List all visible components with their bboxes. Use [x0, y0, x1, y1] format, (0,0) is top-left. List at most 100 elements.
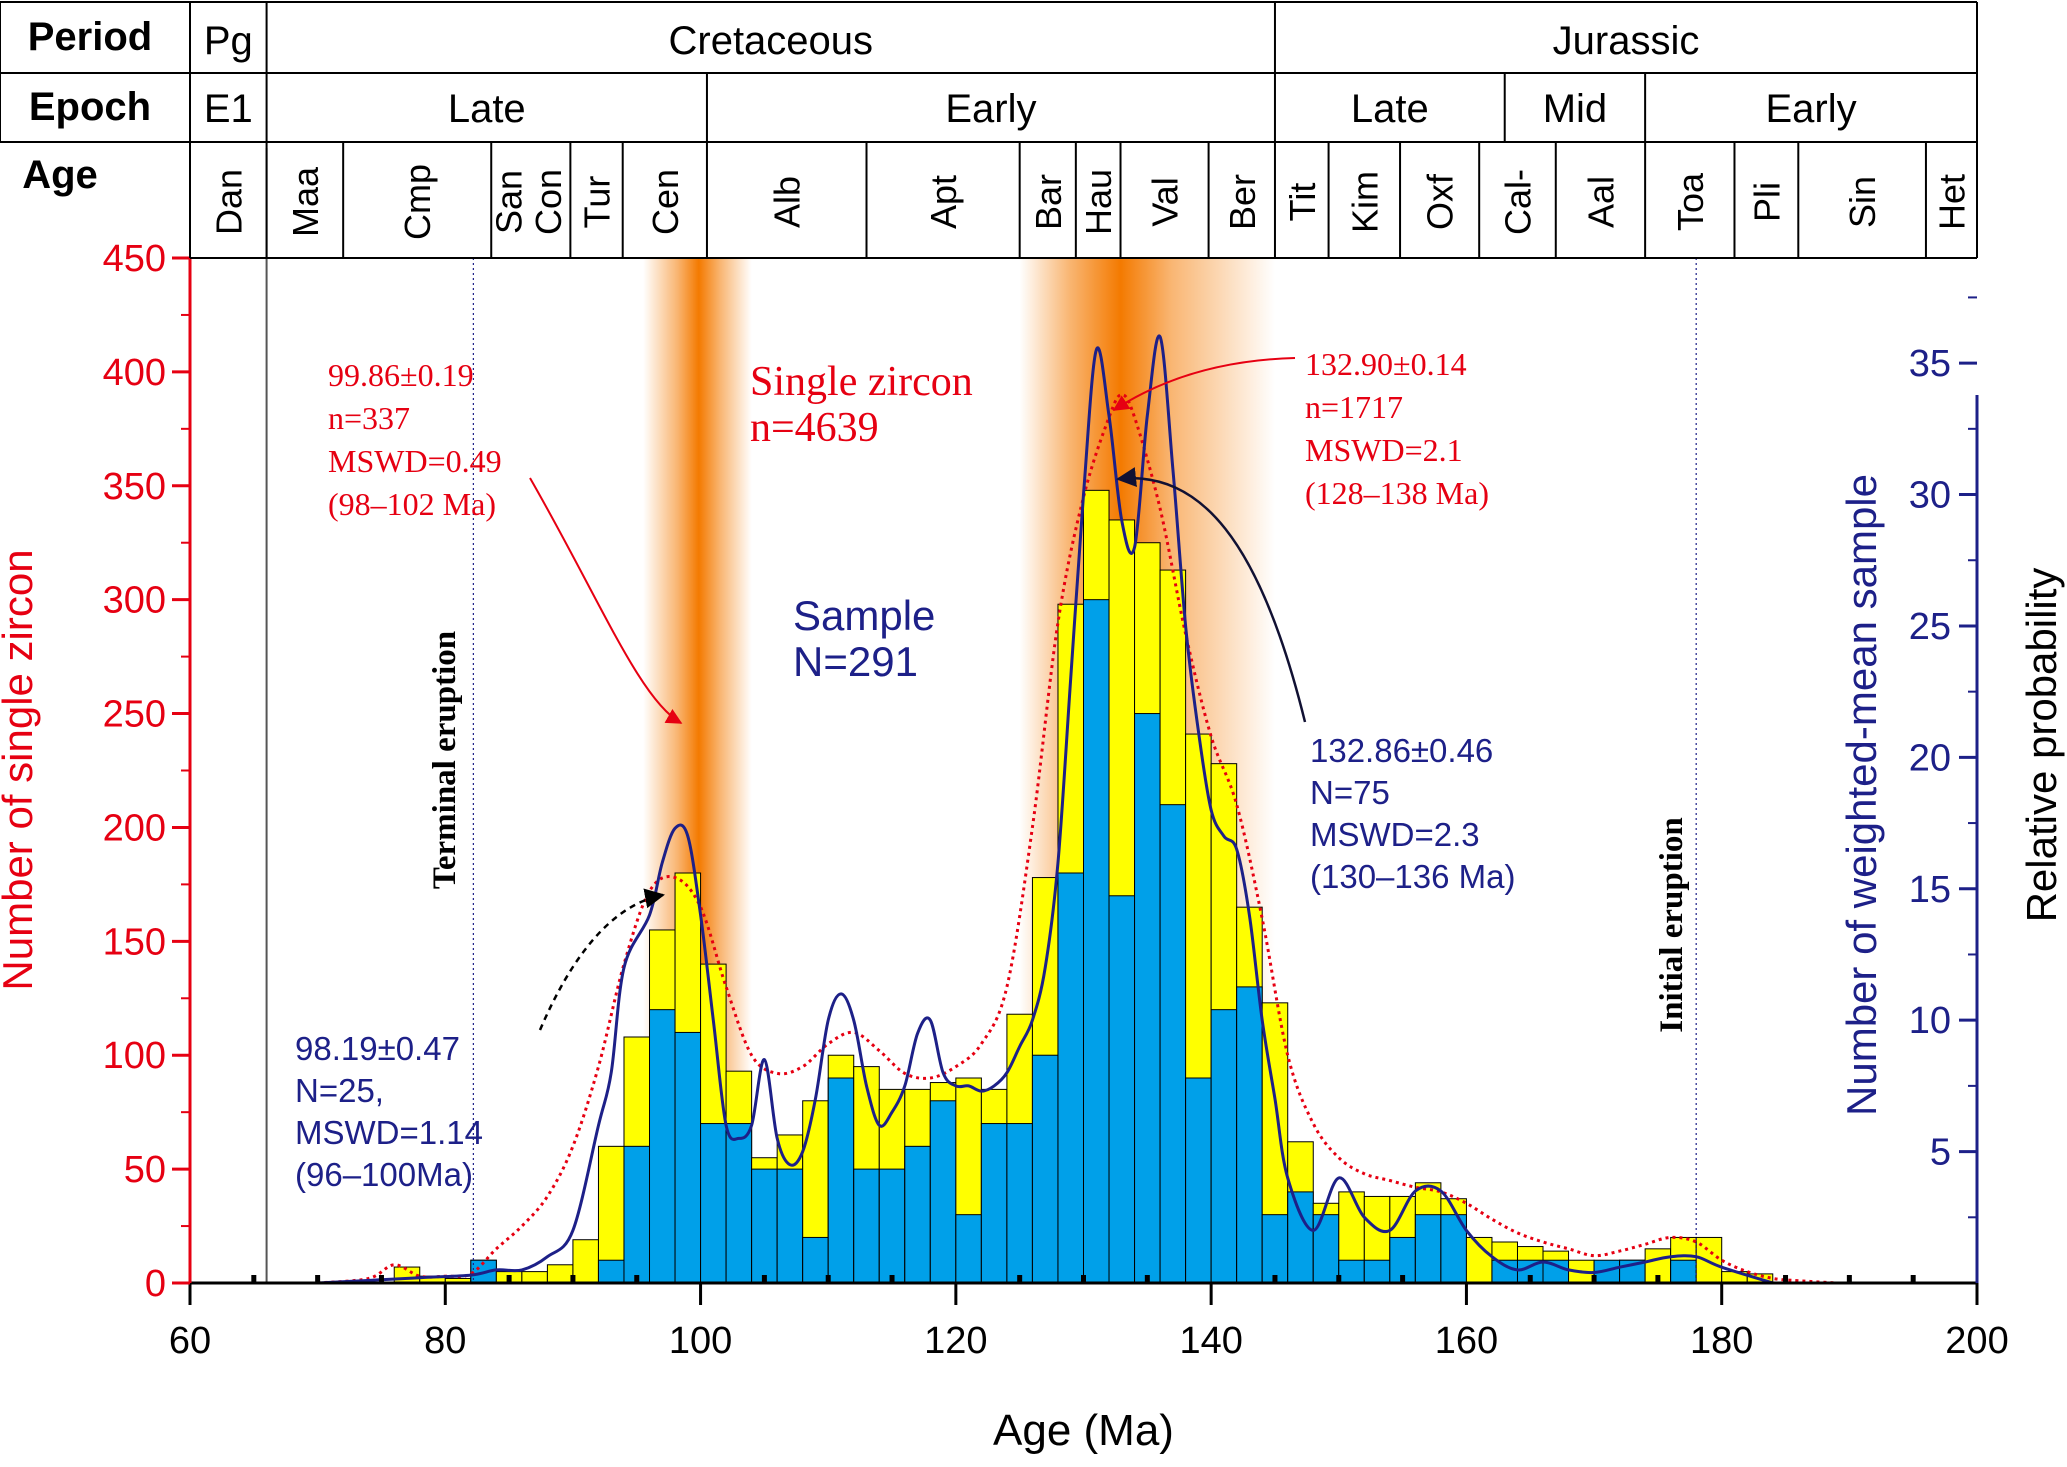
x-tick-label: 160 — [1435, 1320, 1498, 1362]
y-left-axis-title: Number of single zircon — [0, 549, 41, 990]
sample-bar — [955, 1214, 982, 1284]
stage-label: Hau — [1078, 169, 1119, 235]
y-left-tick-label: 300 — [103, 580, 166, 622]
x-tick-label: 140 — [1179, 1320, 1242, 1362]
sample-bar — [776, 1168, 804, 1284]
y-left-tick-label: 100 — [103, 1035, 166, 1077]
peak-133-sample-label-line: MSWD=2.3 — [1310, 816, 1480, 853]
sample-total-label-line: N=291 — [793, 638, 918, 685]
peak-98-sample-label-line: N=25, — [295, 1072, 384, 1109]
y-left-tick-label: 450 — [103, 238, 166, 280]
peak-99-single-zircon-label-line: 99.86±0.19 — [328, 357, 474, 393]
epoch-row-label: Epoch — [29, 85, 151, 129]
single-zircon-bar — [546, 1264, 574, 1284]
sample-bar — [827, 1077, 855, 1284]
stage-label: Bar — [1028, 174, 1069, 230]
sample-bar — [1363, 1259, 1391, 1284]
peak-133-sample-label-line: 132.86±0.46 — [1310, 732, 1493, 769]
sample-bar — [853, 1168, 880, 1284]
single-zircon-total-label-line: n=4639 — [750, 405, 879, 451]
single-zircon-bar — [521, 1271, 548, 1284]
sample-bar — [1261, 1214, 1289, 1284]
stage-label: Kim — [1344, 171, 1385, 233]
period-label: Jurassic — [1553, 19, 1700, 63]
sample-bar — [1031, 1054, 1059, 1284]
stage-label: Cmp — [397, 164, 438, 240]
stage-label: Tur — [577, 176, 618, 229]
y-left-tick-label: 350 — [103, 466, 166, 508]
peak-133-sample-label-line: (130–136 Ma) — [1310, 858, 1515, 895]
x-axis-title: Age (Ma) — [993, 1406, 1174, 1455]
y-right-tick-label: 5 — [1930, 1132, 1951, 1174]
probability-curves — [317, 334, 1837, 1285]
x-tick-label: 60 — [169, 1320, 211, 1362]
sample-bar — [1057, 872, 1085, 1284]
peak-133-single-zircon-label: 132.90±0.14 n=1717 MSWD=2.1 (128–138 Ma) — [1305, 346, 1489, 511]
peak-133-single-zircon-label-line: 132.90±0.14 — [1305, 346, 1467, 382]
sample-bar — [802, 1236, 829, 1284]
axes: 60 80 100 120 140 160 180 200 Age (Ma) 0 50 100 150 2… — [0, 238, 2065, 1455]
y-left-tick-label: 400 — [103, 352, 166, 394]
stage-label: Sin — [1842, 176, 1883, 228]
sample-total-label: Sample N=291 — [793, 592, 935, 685]
stage-label: Cal- — [1497, 169, 1538, 235]
geologic-timescale: Period Epoch Age Pg Cretaceous Jurassic E1 Late… — [0, 1, 1978, 259]
sample-bar — [1210, 1009, 1238, 1284]
stage-label: Alb — [767, 176, 808, 228]
sample-bar — [878, 1168, 906, 1284]
age-row-label: Age — [22, 153, 98, 197]
peak-133-single-zircon-label-line: n=1717 — [1305, 389, 1403, 425]
y-right-tick-label: 20 — [1909, 737, 1951, 779]
sample-bar — [980, 1123, 1008, 1284]
period-label: Cretaceous — [668, 19, 873, 63]
sample-bar — [1670, 1259, 1697, 1284]
reference-lines — [265, 148, 1697, 1283]
period-row-label: Period — [28, 15, 152, 59]
stage-label: Aal — [1580, 176, 1621, 228]
peak-133-sample-label: 132.86±0.46 N=75 MSWD=2.3 (130–136 Ma) — [1310, 732, 1515, 895]
peak-98-sample-label-line: MSWD=1.14 — [295, 1114, 483, 1151]
stage-label: Val — [1145, 177, 1186, 226]
sample-bar — [623, 1145, 651, 1284]
stage-label: Pli — [1746, 182, 1787, 222]
stage-label: Con — [528, 169, 569, 235]
y-left-tick-label: 0 — [145, 1263, 166, 1305]
epoch-label: Late — [1351, 87, 1429, 131]
stage-label: Cen — [645, 169, 686, 235]
y-left-tick-label: 250 — [103, 694, 166, 736]
y-left-tick-label: 50 — [124, 1149, 166, 1191]
y-right-tick-label: 35 — [1909, 343, 1951, 385]
peak-99-single-zircon-label: 99.86±0.19 n=337 MSWD=0.49 (98–102 Ma) — [328, 357, 502, 522]
stage-label: Oxf — [1420, 173, 1461, 230]
sample-bar — [674, 1031, 702, 1284]
peak-133-single-zircon-label-line: (128–138 Ma) — [1305, 475, 1489, 511]
x-tick-label: 120 — [924, 1320, 987, 1362]
arrow-98-sample — [538, 888, 665, 1031]
peak-133-single-zircon-label-line: MSWD=2.1 — [1305, 432, 1463, 468]
epoch-label: Early — [945, 87, 1036, 131]
stage-label: Tit — [1282, 183, 1323, 222]
sample-total-label-line: Sample — [793, 592, 935, 639]
sample-bar — [725, 1123, 753, 1284]
epoch-label: Early — [1765, 87, 1856, 131]
sample-bar — [597, 1259, 625, 1284]
y-right-tick-label: 25 — [1909, 606, 1951, 648]
stage-label: San — [488, 170, 529, 234]
sample-bar — [1185, 1077, 1212, 1284]
sample-bar — [1414, 1214, 1442, 1284]
single-zircon-probability-curve — [317, 393, 1837, 1285]
sample-bar — [649, 1009, 676, 1284]
stage-label: Dan — [208, 169, 249, 235]
peak-98-sample-label-line: 98.19±0.47 — [295, 1030, 460, 1067]
single-zircon-bar — [393, 1266, 421, 1284]
initial-eruption-label: Initial eruption — [1654, 817, 1690, 1032]
sample-bar — [1159, 804, 1187, 1284]
x-tick-label: 100 — [669, 1320, 732, 1362]
peak-99-single-zircon-label-line: (98–102 Ma) — [328, 486, 496, 522]
epoch-label: Mid — [1543, 87, 1607, 131]
sample-bar — [751, 1168, 778, 1284]
y-right-axis-title: Number of weighted-mean sample — [1838, 474, 1885, 1116]
single-zircon-bar — [572, 1239, 599, 1284]
epoch-label: E1 — [204, 87, 253, 131]
